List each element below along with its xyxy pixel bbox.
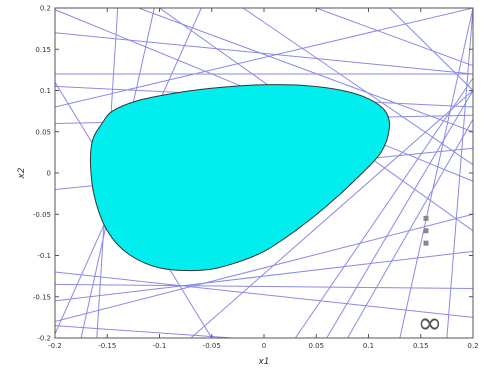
x-tick-label-3: -0.1 bbox=[153, 342, 167, 350]
constraint-line-14 bbox=[55, 250, 473, 302]
constraint-line-4 bbox=[55, 8, 473, 108]
constraint-line-2 bbox=[55, 32, 473, 75]
constraint-line-23 bbox=[316, 8, 473, 67]
constraint-line-16 bbox=[55, 271, 473, 318]
feasible-region bbox=[89, 84, 391, 272]
x-tick-label-4: -0.05 bbox=[203, 342, 221, 350]
constraint-line-15 bbox=[55, 213, 473, 322]
ellipsis-dot-1 bbox=[423, 215, 429, 221]
constraint-line-17 bbox=[190, 90, 473, 338]
y-tick-label-4: 0.05 bbox=[35, 128, 51, 136]
y-tick-label-3: 0.1 bbox=[40, 87, 51, 95]
x-axis-ticks: -0.2 -0.15 -0.1 -0.05 0 0.05 0.1 0.15 0.2 bbox=[48, 8, 479, 350]
constraint-line-22 bbox=[242, 8, 473, 166]
constraint-line-24 bbox=[389, 8, 473, 91]
constraint-line-12 bbox=[55, 325, 233, 338]
y-tick-label-9: -0.2 bbox=[37, 335, 51, 343]
ellipsis-dot-3 bbox=[423, 240, 429, 246]
y-tick-label-6: -0.05 bbox=[33, 211, 51, 219]
ellipsis-dot-2 bbox=[423, 228, 429, 234]
constraint-line-18 bbox=[294, 77, 473, 338]
y-tick-label-5: 0 bbox=[47, 170, 51, 178]
constraint-line-26 bbox=[138, 8, 473, 133]
constraint-line-27 bbox=[446, 8, 473, 338]
x-tick-label-7: 0.1 bbox=[363, 342, 374, 350]
x-tick-label-2: -0.15 bbox=[98, 342, 116, 350]
x-tick-label-9: 0.2 bbox=[467, 342, 478, 350]
y-tick-label-7: -0.1 bbox=[37, 252, 51, 260]
x-tick-label-6: 0.05 bbox=[308, 342, 324, 350]
infinity-symbol: ∞ bbox=[418, 306, 443, 341]
y-tick-label-8: -0.15 bbox=[33, 293, 51, 301]
constraint-line-19 bbox=[347, 119, 473, 338]
x-tick-label-5: 0 bbox=[262, 342, 266, 350]
ellipsis-dots bbox=[423, 215, 429, 246]
y-tick-label-2: 0.15 bbox=[35, 46, 51, 54]
y-axis-ticks: 0.2 0.15 0.1 0.05 0 -0.05 -0.1 -0.15 -0.2 bbox=[33, 5, 473, 343]
constraint-line-13 bbox=[55, 283, 473, 289]
x-tick-label-8: 0.15 bbox=[413, 342, 429, 350]
x-tick-label-1: -0.2 bbox=[48, 342, 62, 350]
constraint-line-21 bbox=[326, 90, 473, 338]
constraint-line-20 bbox=[399, 8, 473, 338]
y-tick-label-1: 0.2 bbox=[40, 5, 51, 13]
y-axis-label: x2 bbox=[17, 167, 27, 179]
x-axis-label: x1 bbox=[257, 357, 269, 367]
feasible-region-layer bbox=[89, 84, 391, 272]
